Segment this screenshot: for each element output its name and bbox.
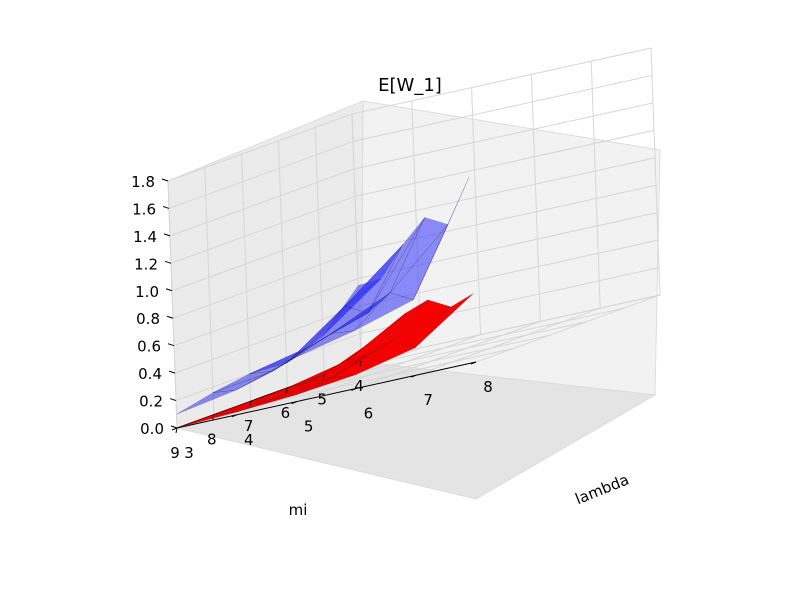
x-tick-label: 6 — [364, 404, 374, 422]
surface-facet — [273, 376, 334, 399]
x-tick-mark — [171, 427, 178, 431]
surface-facet — [415, 293, 474, 348]
z-tick-label: 0.2 — [139, 393, 163, 411]
y-tick-mark — [249, 401, 252, 407]
y-tick-mark — [175, 427, 178, 434]
z-tick-mark — [162, 205, 170, 209]
z-tick-mark — [167, 343, 175, 347]
y-tick-mark — [212, 414, 215, 420]
x-tick-mark — [411, 374, 417, 378]
x-tick-mark — [470, 361, 477, 365]
z-tick-label: 1.6 — [132, 200, 156, 218]
z-tick-label: 0.4 — [138, 365, 162, 383]
z-tick-mark — [163, 233, 171, 237]
y-tick-label: 4 — [354, 377, 364, 395]
surface-facet — [331, 292, 391, 334]
z-tick-label: 1.4 — [133, 228, 157, 246]
y-tick-mark — [285, 387, 288, 393]
x-axis-line — [176, 361, 477, 429]
surface-facet — [367, 217, 425, 314]
surface-facet — [391, 306, 452, 349]
z-tick-mark — [168, 370, 176, 374]
surface-facet — [413, 176, 470, 300]
z-tick-label: 0.0 — [140, 420, 164, 438]
z-tick-label: 1.8 — [131, 173, 155, 191]
surface-series-0 — [176, 176, 470, 415]
surface-facet — [344, 244, 403, 307]
surface-facet — [213, 398, 274, 415]
chart-title: E[W_1] — [378, 75, 442, 96]
x-tick-mark — [231, 414, 237, 418]
y-tick-label: 6 — [281, 404, 291, 422]
x-axis-label: lambda — [573, 470, 632, 508]
z-tick-mark — [169, 398, 177, 402]
x-tick-label: 3 — [184, 444, 194, 462]
x-tick-label: 8 — [483, 378, 493, 396]
z-tick-mark — [164, 260, 172, 264]
z-tick-mark — [170, 425, 178, 429]
y-tick-mark — [359, 360, 362, 367]
y-tick-label: 5 — [317, 390, 327, 408]
surface-series-1 — [176, 293, 474, 429]
x-tick-mark — [291, 401, 297, 405]
z-tick-mark — [161, 178, 169, 182]
y-tick-label: 8 — [207, 431, 217, 449]
tick-labels: 3456784567890.00.20.40.60.81.01.21.41.61… — [131, 173, 493, 462]
x-tick-label: 5 — [304, 418, 314, 436]
surface-facet — [296, 374, 356, 395]
z-tick-label: 0.8 — [136, 310, 160, 328]
surface-facet — [389, 217, 449, 293]
surface-facet — [310, 353, 370, 382]
z-tick-label: 0.6 — [137, 338, 161, 356]
surface-series — [176, 176, 474, 429]
y-axis-label: mi — [289, 501, 308, 519]
x-tick-label: 4 — [244, 431, 254, 449]
surface-facet — [346, 313, 406, 362]
z-tick-label: 1.2 — [134, 255, 158, 273]
z-tick-mark — [166, 315, 174, 319]
x-tick-label: 7 — [423, 391, 433, 409]
z-tick-label: 1.0 — [135, 283, 159, 301]
surface-facet — [369, 299, 428, 355]
y-tick-mark — [322, 374, 325, 380]
surface-facet — [212, 370, 273, 393]
x-tick-mark — [351, 387, 357, 391]
y-tick-label: 7 — [244, 417, 254, 435]
z-tick-mark — [165, 288, 173, 292]
y-tick-label: 9 — [170, 444, 180, 462]
surface-facet — [391, 299, 452, 341]
